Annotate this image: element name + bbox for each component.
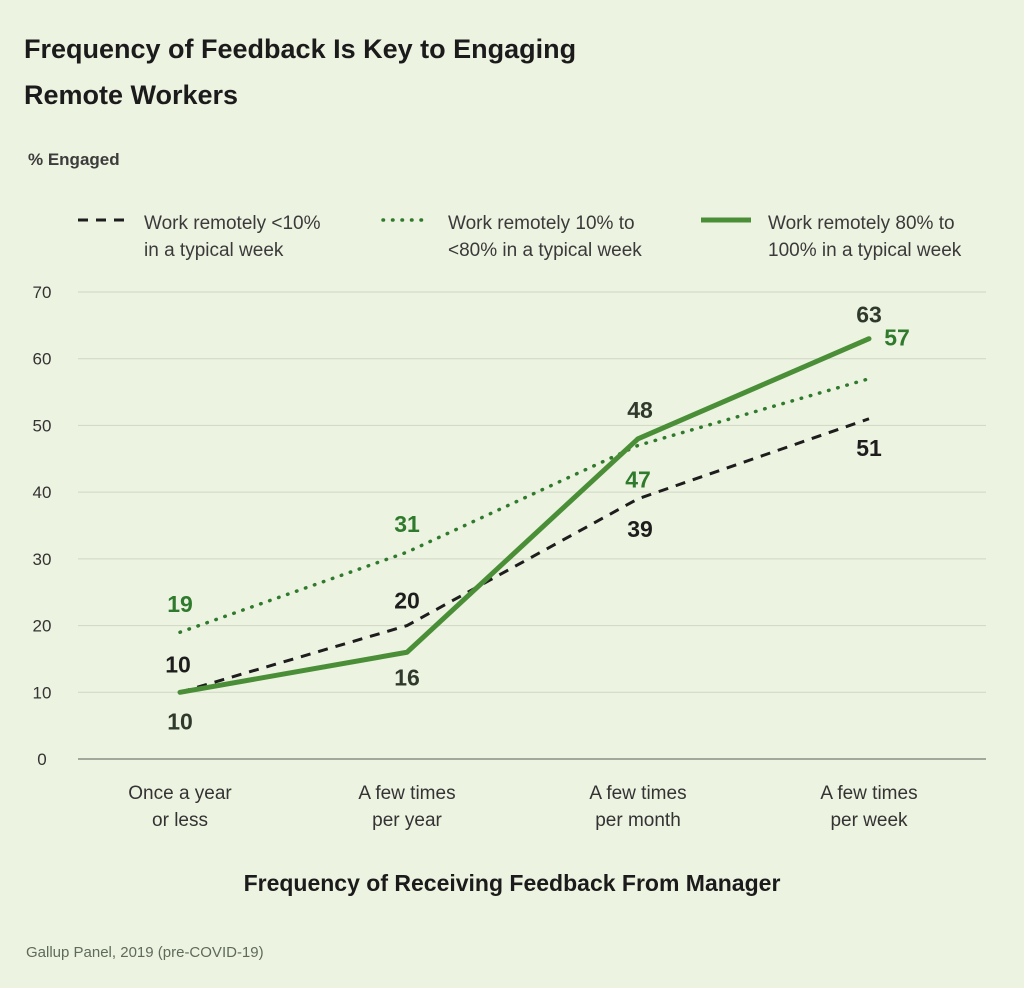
data-label: 16 [394,664,420,690]
legend-label-line: Work remotely 10% to [448,213,635,234]
y-tick-label: 40 [33,483,52,502]
x-tick-label: per week [830,810,908,831]
legend-label-line: 100% in a typical week [768,240,962,261]
data-label: 48 [627,397,653,423]
data-label: 57 [884,325,910,351]
source-note: Gallup Panel, 2019 (pre-COVID-19) [26,944,264,961]
x-tick-label: A few times [358,783,455,804]
data-label: 63 [856,302,882,328]
chart-title-line-1: Frequency of Feedback Is Key to Engaging [24,34,577,64]
legend-swatch-solid [701,217,751,223]
data-label: 10 [165,651,191,677]
y-tick-label: 50 [33,416,52,435]
data-label: 39 [627,516,653,542]
series-line-dotted [178,376,871,634]
data-label: 51 [856,435,882,461]
y-tick-label: 10 [33,683,52,702]
y-tick-label: 30 [33,550,52,569]
x-tick-label: A few times [820,783,917,804]
series-line-dashed [179,417,870,694]
data-label: 20 [394,588,420,614]
y-axis-label: % Engaged [28,150,120,169]
legend-item-80-to-100: Work remotely 80% to 100% in a typical w… [700,210,961,264]
x-axis-title: Frequency of Receiving Feedback From Man… [243,870,781,896]
legend-item-under-10: Work remotely <10% in a typical week [76,210,321,264]
chart-title: Frequency of Feedback Is Key to Engaging… [24,26,724,118]
legend-label-line: in a typical week [144,240,284,261]
x-tick-label: or less [152,810,208,831]
x-tick-label: per month [595,810,681,831]
y-tick-label: 60 [33,350,52,369]
legend-label-line: Work remotely 80% to [768,213,955,234]
legend-item-10-to-80: Work remotely 10% to <80% in a typical w… [380,210,642,264]
legend-swatch-dotted [381,218,432,222]
x-tick-label: per year [372,810,442,831]
y-tick-label: 70 [33,283,52,302]
chart-title-line-2: Remote Workers [24,80,239,110]
legend-label-line: Work remotely <10% [144,213,321,234]
y-tick-label: 0 [37,750,46,769]
data-label: 10 [167,708,193,734]
x-tick-label: A few times [589,783,686,804]
data-label: 31 [394,511,420,537]
legend-label-line: <80% in a typical week [448,240,642,261]
data-label: 47 [625,466,651,492]
legend-swatch-dashed [78,218,126,222]
y-tick-label: 20 [33,617,52,636]
x-tick-label: Once a year [128,783,232,804]
data-label: 19 [167,591,193,617]
series-line-solid [177,336,872,695]
